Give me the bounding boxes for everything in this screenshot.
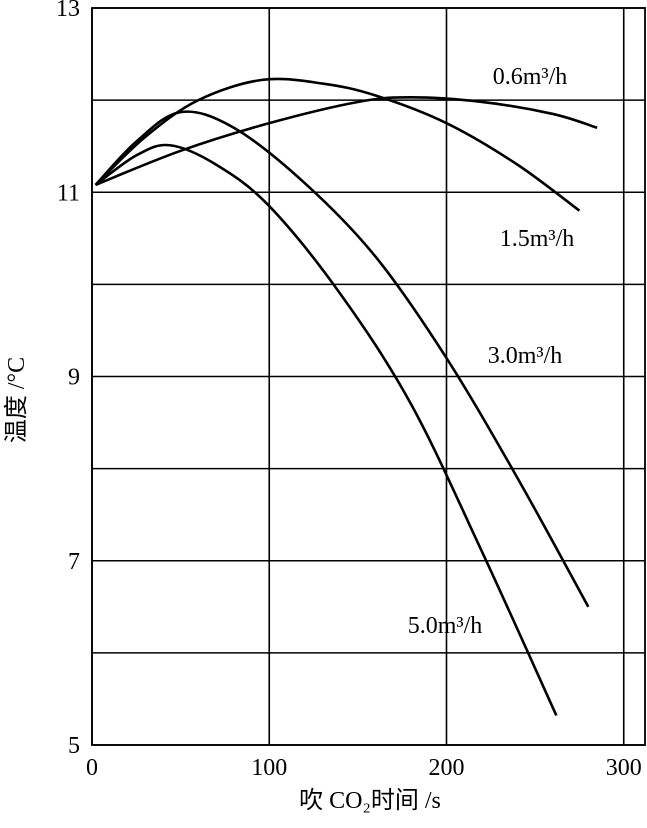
y-tick-label: 7 (68, 549, 80, 575)
y-tick-label: 5 (68, 733, 80, 759)
y-tick-label: 11 (57, 180, 80, 206)
line (94, 77, 581, 212)
series-label: 0.6m³/h (493, 64, 568, 90)
y-tick-label: 13 (56, 0, 80, 22)
line (95, 96, 598, 187)
x-tick-label: 100 (251, 755, 287, 781)
x-tick-label: 200 (428, 755, 464, 781)
y-axis-label: 温度 /°C (3, 357, 30, 443)
x-tick-label: 0 (86, 755, 98, 781)
line (94, 110, 590, 608)
x-tick-label: 300 (606, 755, 642, 781)
series-label: 3.0m³/h (488, 343, 563, 369)
y-tick-label: 9 (68, 365, 80, 391)
series-label: 1.5m³/h (500, 226, 575, 252)
line (94, 143, 558, 717)
x-axis-label: 吹 CO₂时间 /s (299, 787, 441, 814)
series-label: 5.0m³/h (408, 613, 483, 639)
